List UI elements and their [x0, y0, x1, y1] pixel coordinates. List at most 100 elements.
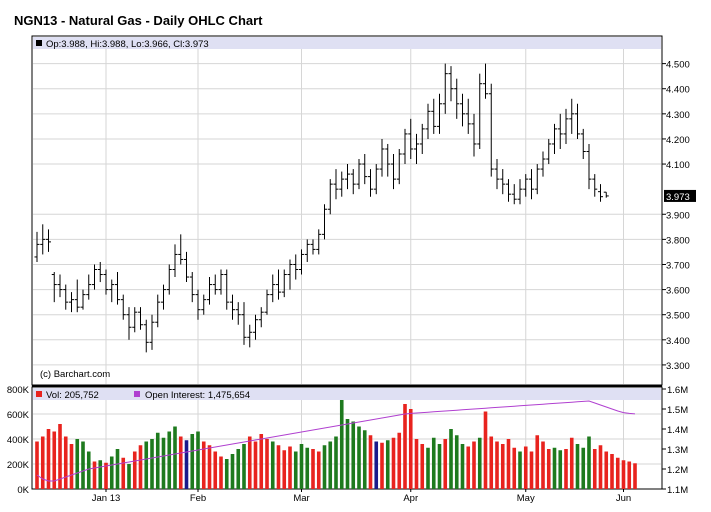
ohlc-bar — [97, 261, 103, 283]
ohlc-bar — [586, 143, 592, 190]
ohlc-bar — [34, 231, 40, 262]
volume-bar — [322, 445, 327, 489]
ohlc-bar — [235, 302, 241, 325]
volume-bar — [121, 457, 126, 489]
ohlc-bar — [40, 224, 46, 255]
ohlc-bar — [534, 164, 540, 195]
volume-bar — [633, 463, 637, 489]
price-tick-label: 3.800 — [666, 235, 690, 246]
volume-bar — [466, 446, 471, 489]
volume-bar — [184, 440, 189, 489]
volume-bar — [351, 421, 356, 489]
price-tick-label: 3.500 — [666, 311, 690, 322]
ohlc-bar — [276, 269, 281, 300]
volume-bar — [35, 441, 39, 489]
x-tick-label: Feb — [190, 493, 206, 504]
ohlc-bar — [287, 259, 293, 290]
ohlc-bar — [517, 179, 523, 205]
ohlc-bar — [69, 292, 74, 313]
volume-bar — [155, 432, 160, 489]
last-price-label: 3.973 — [666, 192, 690, 203]
volume-bar — [127, 464, 131, 489]
ohlc-bar — [373, 164, 379, 195]
volume-bar — [454, 435, 459, 489]
ohlc-bar — [356, 159, 362, 190]
volume-bar — [270, 441, 275, 489]
volume-bar — [201, 441, 206, 489]
volume-bar — [196, 431, 200, 489]
volume-bar — [408, 409, 413, 489]
volume-bar — [132, 451, 137, 489]
ohlc-bar — [431, 98, 437, 134]
volume-bar — [207, 445, 212, 489]
ohlc-bar — [460, 93, 465, 127]
ohlc-bar — [379, 138, 385, 177]
ohlc-bar — [143, 319, 149, 353]
volume-bar — [414, 439, 419, 489]
ohlc-bar — [396, 148, 402, 185]
oi-tick-label: 1.1M — [667, 485, 688, 496]
volume-tick-label: 200K — [7, 460, 30, 471]
ohlc-bar — [184, 251, 189, 283]
ohlc-bar — [529, 169, 534, 200]
ohlc-bar — [86, 274, 92, 300]
volume-bar — [368, 435, 373, 489]
ohlc-bar — [540, 151, 546, 177]
volume-bar — [512, 447, 517, 489]
ohlc-bar — [241, 302, 247, 345]
volume-bar — [259, 434, 264, 489]
ohlc-bar — [511, 184, 517, 205]
ohlc-bar — [63, 284, 69, 310]
ohlc-bar — [563, 108, 569, 144]
ohlc-bar — [569, 98, 575, 134]
volume-bar — [288, 446, 292, 489]
ohlc-bar — [201, 294, 207, 315]
volume-bar — [523, 446, 528, 489]
volume-bar — [357, 426, 361, 489]
ohlc-bar — [414, 133, 419, 165]
ohlc-bar — [310, 239, 316, 255]
volume-bar — [40, 436, 45, 489]
volume-bar — [293, 451, 298, 489]
volume-bar — [535, 435, 540, 489]
ohlc-info-text: Op:3.988, Hi:3.988, Lo:3.966, Cl:3.973 — [46, 39, 209, 50]
ohlc-bar — [92, 264, 97, 290]
volume-bar — [316, 451, 321, 489]
ohlc-bar — [212, 274, 218, 295]
volume-bar — [173, 426, 177, 489]
ohlc-bar — [523, 174, 529, 197]
ohlc-bar — [448, 66, 454, 102]
ohlc-bar — [575, 103, 580, 139]
ohlc-bar — [552, 123, 557, 155]
oi-legend-icon — [134, 391, 140, 397]
oi-tick-label: 1.2M — [667, 465, 688, 476]
volume-bar — [109, 456, 114, 489]
ohlc-bar — [115, 272, 120, 305]
ohlc-bar — [189, 272, 195, 303]
ohlc-bar — [161, 284, 166, 310]
volume-bar — [311, 449, 315, 489]
ohlc-bar — [74, 279, 80, 313]
ohlc-bar — [155, 294, 161, 328]
volume-bar — [437, 444, 442, 489]
volume-bar — [397, 432, 402, 489]
ohlc-bar — [120, 294, 126, 320]
volume-bar — [581, 447, 586, 489]
volume-bar — [253, 441, 258, 489]
ohlc-bar — [270, 274, 276, 303]
ohlc-bar — [264, 289, 270, 315]
volume-bar — [472, 441, 476, 489]
oi-tick-label: 1.5M — [667, 405, 688, 416]
volume-bar — [86, 451, 91, 489]
ohlc-bar — [178, 234, 184, 265]
ohlc-bar — [126, 307, 132, 340]
ohlc-bar — [195, 289, 201, 320]
volume-bar — [621, 460, 626, 489]
ohlc-bar — [166, 264, 172, 295]
ohlc-bar — [57, 274, 63, 298]
price-plot-frame — [31, 35, 663, 386]
volume-bar — [518, 451, 522, 489]
ohlc-bar — [437, 93, 442, 134]
oi-legend-label: Open Interest: 1,475,654 — [145, 390, 250, 401]
ohlc-bar — [316, 229, 322, 255]
